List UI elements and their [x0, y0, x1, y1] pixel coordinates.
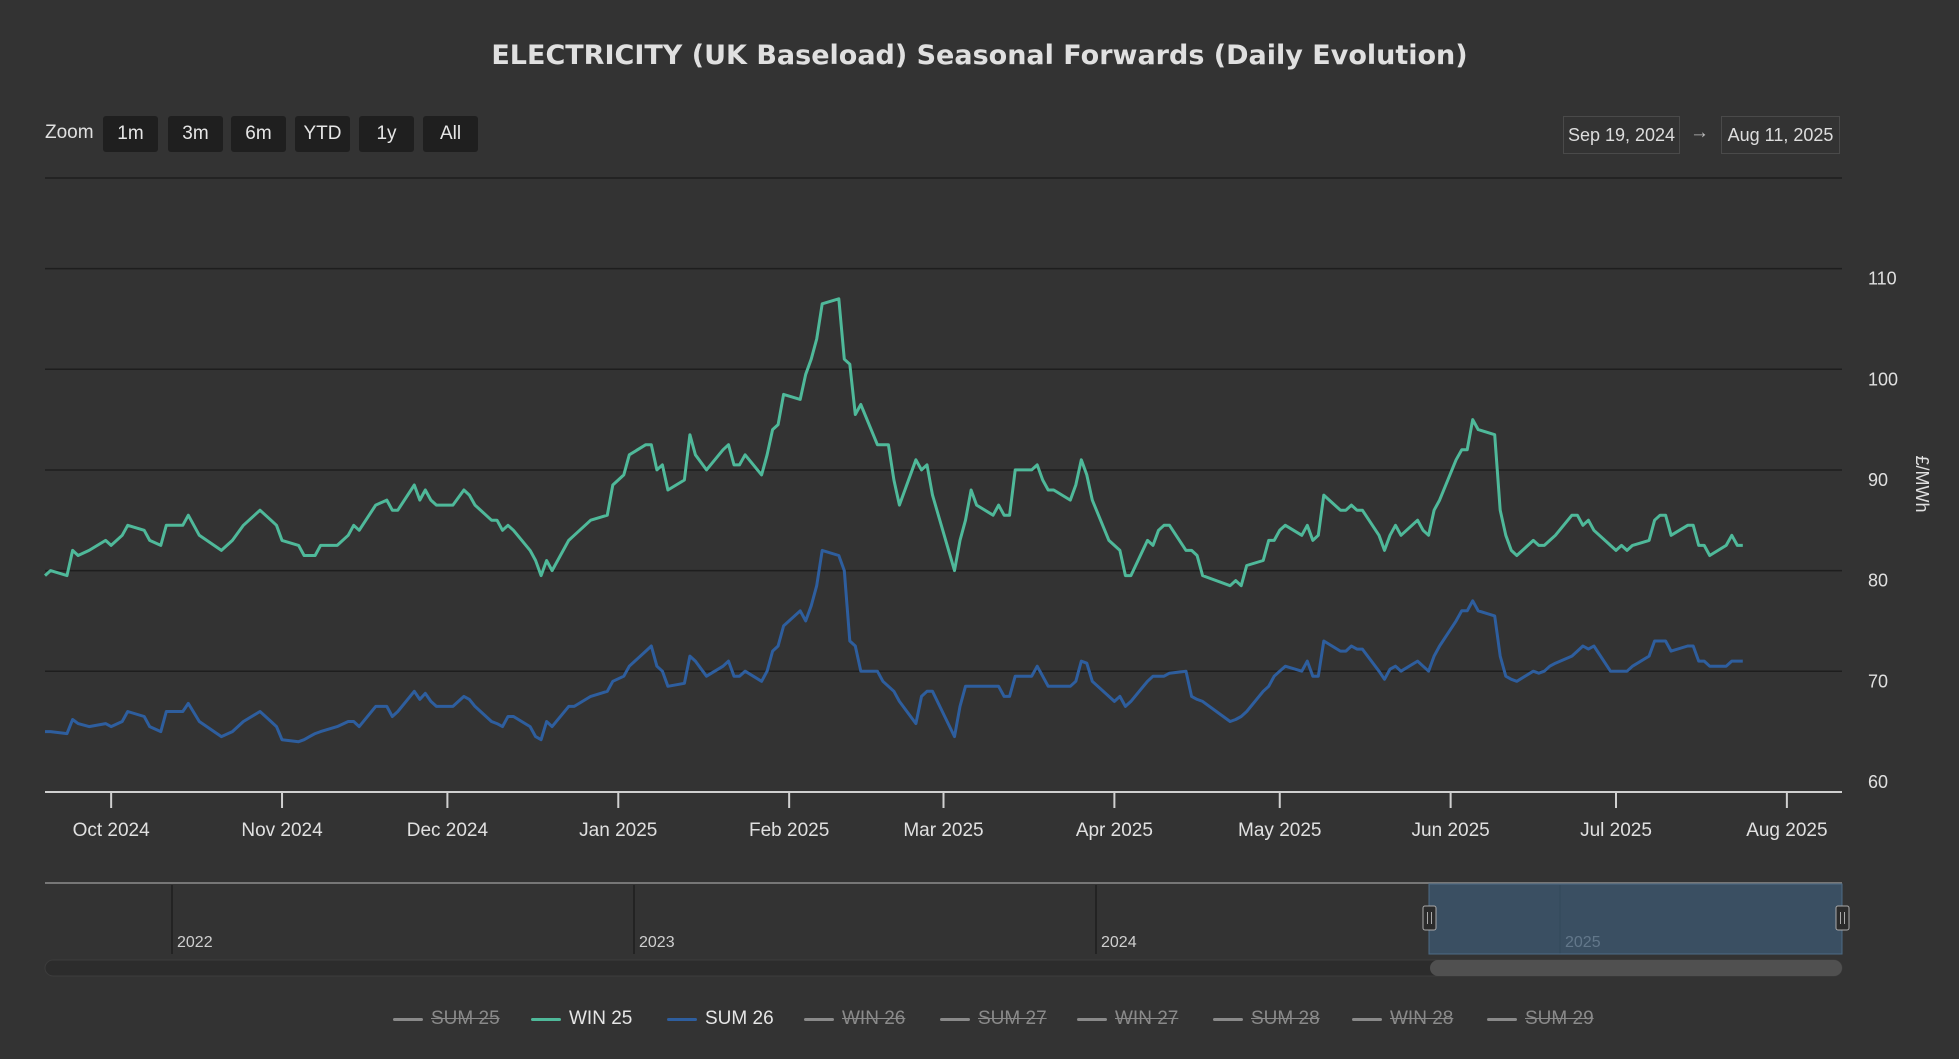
y-tick-label: 80	[1868, 571, 1888, 591]
navigator-selected-range[interactable]	[1428, 883, 1843, 955]
legend-item-sum-27[interactable]: SUM 27	[940, 1008, 1047, 1030]
legend-symbol	[804, 1017, 834, 1021]
legend-symbol	[667, 1017, 697, 1021]
zoom-6m-button[interactable]: 6m	[231, 116, 286, 152]
range-to-input[interactable]: Aug 11, 2025	[1721, 116, 1840, 154]
legend-item-win-25[interactable]: WIN 25	[531, 1008, 632, 1030]
navigator[interactable]: 2022 2023 2024 2025	[45, 882, 1850, 955]
x-tick-label: Aug 2025	[1746, 820, 1827, 841]
navigator-label-2024: 2024	[1101, 934, 1137, 951]
legend-symbol	[1352, 1017, 1382, 1021]
legend-label: SUM 29	[1525, 1008, 1594, 1029]
legend-label: WIN 25	[569, 1008, 633, 1029]
y-tick-label: 90	[1868, 470, 1888, 490]
legend-item-sum-25[interactable]: SUM 25	[393, 1008, 500, 1030]
series-lines	[43, 297, 1743, 744]
legend-label: WIN 26	[842, 1008, 906, 1029]
navigator-left-handle[interactable]	[1422, 905, 1437, 931]
legend-item-sum-26[interactable]: SUM 26	[667, 1008, 774, 1030]
x-tick-label: Mar 2025	[903, 820, 983, 841]
x-tick-label: Jan 2025	[579, 820, 657, 841]
zoom-1m-button[interactable]: 1m	[103, 116, 158, 152]
legend: SUM 25 WIN 25 SUM 26 WIN 26 SUM 27 WIN 27 SUM …	[0, 1008, 1959, 1032]
x-tick-label: Jun 2025	[1412, 820, 1490, 841]
y-tick-label: 100	[1868, 369, 1898, 389]
legend-item-sum-29[interactable]: SUM 29	[1487, 1008, 1594, 1030]
legend-symbol	[1487, 1017, 1517, 1021]
legend-symbol	[940, 1017, 970, 1021]
legend-label: SUM 26	[705, 1008, 774, 1029]
scrollbar[interactable]	[44, 959, 1843, 977]
zoom-3m-button[interactable]: 3m	[168, 116, 223, 152]
legend-label: SUM 27	[978, 1008, 1047, 1029]
legend-label: SUM 25	[431, 1008, 500, 1029]
legend-label: WIN 28	[1390, 1008, 1454, 1029]
y-axis: 60 70 80 90 100 110	[1868, 269, 1898, 792]
y-tick-label: 60	[1868, 772, 1888, 792]
series-line-sum-26[interactable]	[45, 548, 1743, 744]
x-tick-label: May 2025	[1238, 820, 1321, 841]
y-tick-label: 70	[1868, 671, 1888, 691]
legend-label: WIN 27	[1115, 1008, 1179, 1029]
legend-item-win-27[interactable]: WIN 27	[1077, 1008, 1178, 1030]
legend-item-win-26[interactable]: WIN 26	[804, 1008, 905, 1030]
legend-label: SUM 28	[1251, 1008, 1320, 1029]
zoom-label: Zoom	[45, 122, 94, 143]
x-tick-label: Feb 2025	[749, 820, 829, 841]
zoom-all-button[interactable]: All	[423, 116, 478, 152]
zoom-ytd-button[interactable]: YTD	[295, 116, 350, 152]
navigator-label-2023: 2023	[639, 934, 675, 951]
x-axis: Oct 2024 Nov 2024 Dec 2024 Jan 2025 Feb 2025…	[45, 791, 1842, 841]
scrollbar-thumb[interactable]	[1430, 960, 1842, 976]
chart-title: ELECTRICITY (UK Baseload) Seasonal Forwa…	[491, 40, 1468, 71]
grid-lines	[45, 177, 1842, 673]
range-from-input[interactable]: Sep 19, 2024	[1563, 116, 1680, 154]
legend-item-win-28[interactable]: WIN 28	[1352, 1008, 1453, 1030]
x-tick-label: Oct 2024	[73, 820, 151, 841]
x-tick-label: Dec 2024	[407, 820, 489, 841]
navigator-label-2022: 2022	[177, 934, 213, 951]
y-tick-label: 110	[1868, 269, 1897, 289]
range-arrow: →	[1690, 122, 1709, 143]
legend-symbol	[531, 1017, 561, 1021]
x-tick-label: Jul 2025	[1580, 820, 1652, 841]
navigator-right-handle[interactable]	[1835, 905, 1850, 931]
legend-symbol	[1213, 1017, 1243, 1021]
y-axis-title: £/MWh	[1912, 455, 1932, 512]
zoom-1y-button[interactable]: 1y	[359, 116, 414, 152]
x-tick-label: Nov 2024	[241, 820, 323, 841]
legend-symbol	[1077, 1017, 1107, 1021]
legend-item-sum-28[interactable]: SUM 28	[1213, 1008, 1320, 1030]
x-tick-label: Apr 2025	[1076, 820, 1153, 841]
series-line-win-25[interactable]	[43, 297, 1743, 588]
legend-symbol	[393, 1017, 423, 1021]
